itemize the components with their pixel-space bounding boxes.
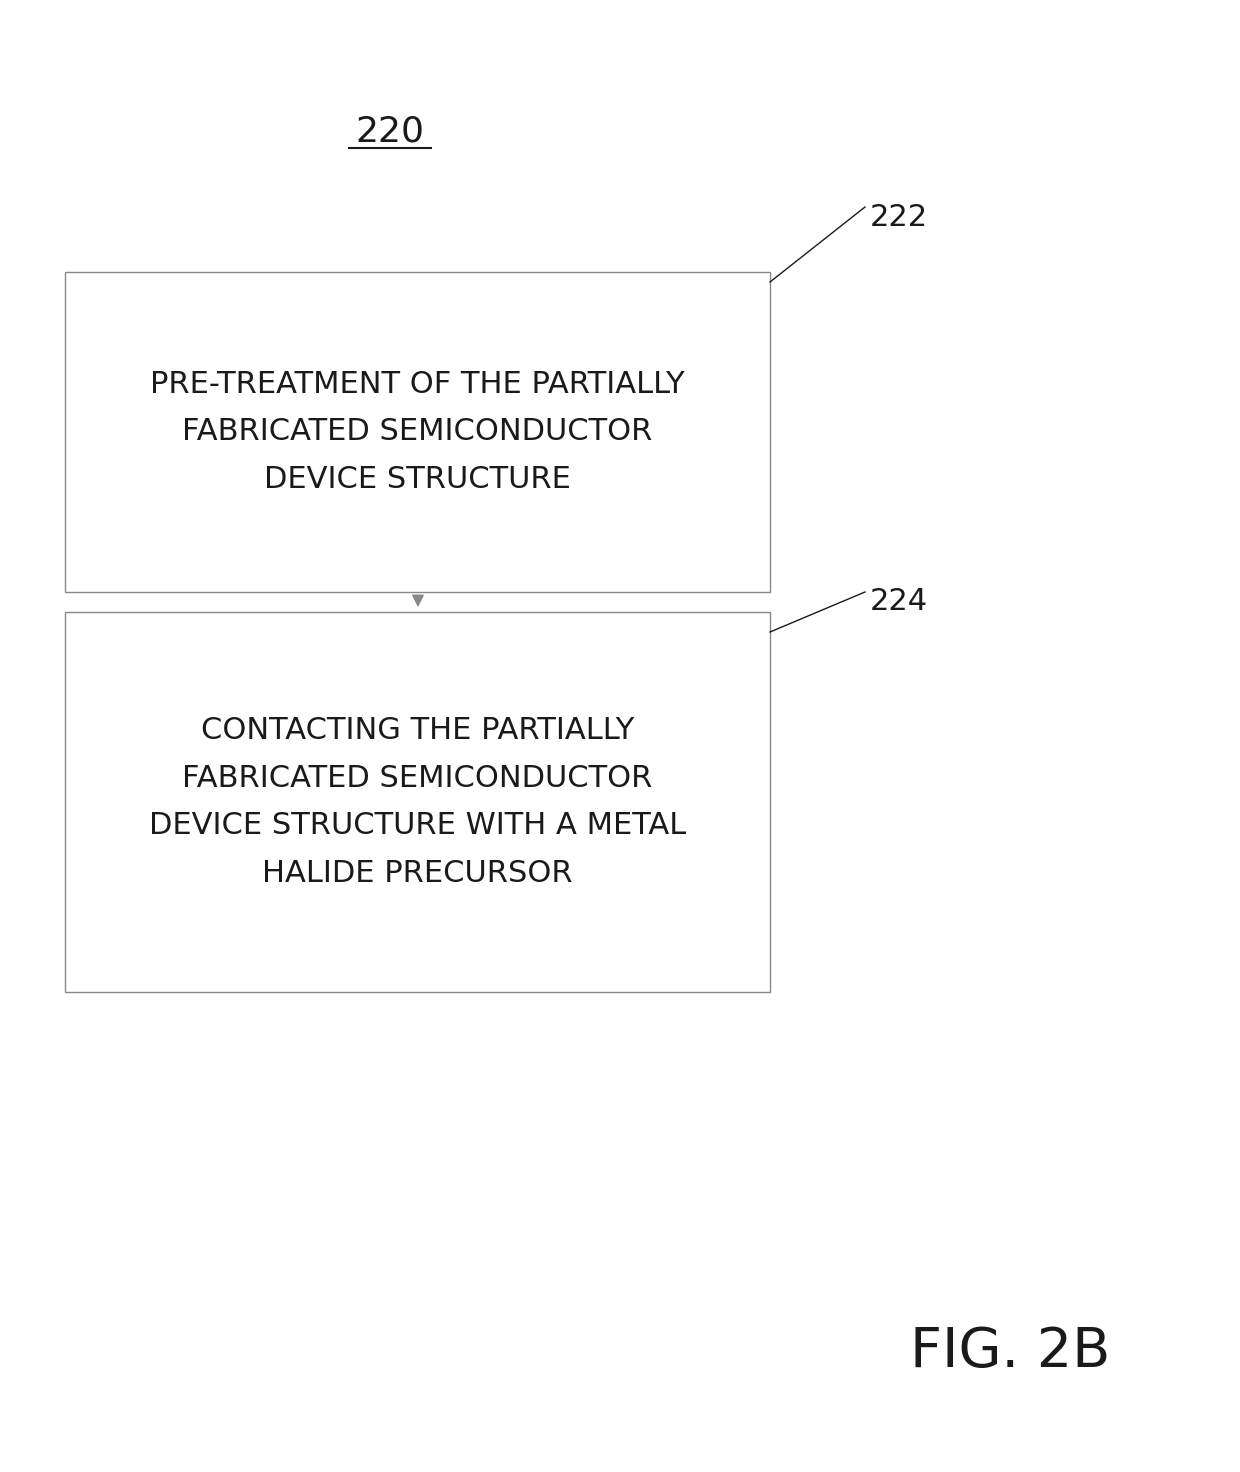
Bar [64,272,770,592]
Text: 220: 220 [356,115,424,149]
Bar [64,612,770,992]
Text: PRE-TREATMENT OF THE PARTIALLY
FABRICATED SEMICONDUCTOR
DEVICE STRUCTURE: PRE-TREATMENT OF THE PARTIALLY FABRICATE… [150,369,684,495]
Text: 222: 222 [870,203,928,231]
Text: CONTACTING THE PARTIALLY
FABRICATED SEMICONDUCTOR
DEVICE STRUCTURE WITH A METAL
: CONTACTING THE PARTIALLY FABRICATED SEMI… [149,717,686,888]
Text: FIG. 2B: FIG. 2B [910,1325,1110,1379]
Text: 224: 224 [870,587,928,617]
